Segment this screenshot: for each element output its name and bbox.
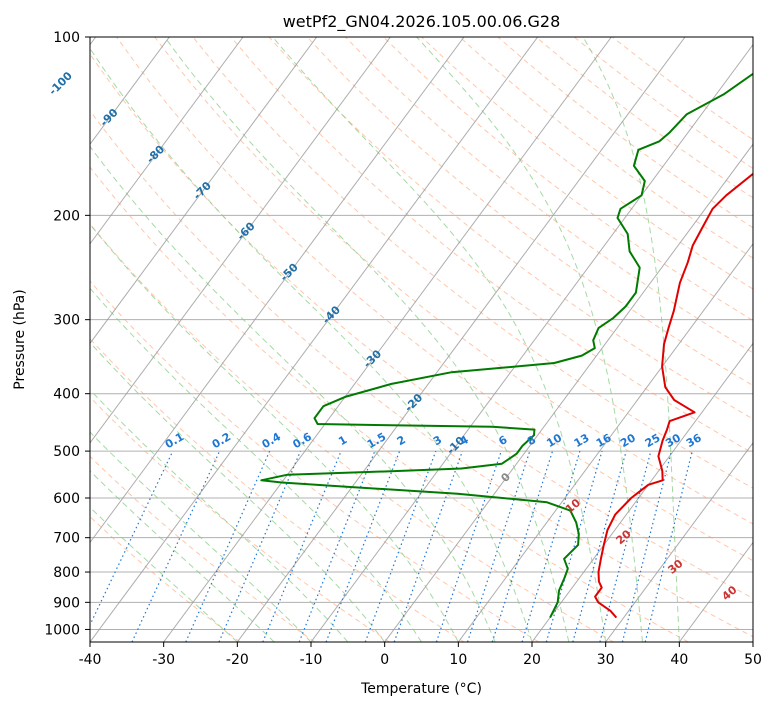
dewpoint-line — [260, 72, 753, 619]
y-tick-label: 600 — [53, 491, 80, 507]
moist-adiabat-line — [272, 37, 607, 642]
moist-adiabat-line — [90, 389, 349, 642]
x-tick-label: 50 — [744, 652, 762, 668]
x-tick-label: 10 — [449, 652, 467, 668]
dry-adiabat-line — [90, 53, 753, 599]
dry-adiabat-line — [90, 338, 465, 642]
y-tick-label: 100 — [53, 30, 80, 46]
temperature-line — [594, 172, 753, 619]
mixing-ratio-line — [218, 450, 302, 642]
mixing-ratio-line — [621, 450, 672, 642]
x-tick-label: -20 — [226, 652, 249, 668]
x-axis-label: Temperature (°C) — [360, 681, 482, 697]
sounding-curves — [260, 72, 753, 619]
moist-adiabat-line — [582, 37, 680, 642]
isotherm-line — [90, 37, 465, 544]
mixing-ratio-line — [185, 450, 271, 642]
mixing-ratio-line — [90, 450, 174, 627]
y-tick-label: 700 — [53, 531, 80, 547]
x-tick-label: -40 — [79, 652, 102, 668]
x-axis: -40 -30 -20 -10 0 10 20 30 40 50 — [79, 642, 762, 668]
isotherm-line — [90, 37, 170, 146]
isotherm-line — [457, 242, 753, 642]
x-tick-label: -30 — [152, 652, 175, 668]
y-axis-label: Pressure (hPa) — [12, 289, 28, 389]
moist-adiabat-line — [90, 287, 422, 642]
isotherm-line — [163, 37, 612, 642]
mixing-ratio-line — [521, 450, 581, 642]
plot-frame — [89, 36, 754, 643]
mixing-ratio-line — [466, 450, 531, 642]
y-tick-label: 800 — [53, 565, 80, 581]
dry-adiabat-line — [90, 166, 689, 642]
y-tick-label: 200 — [53, 208, 80, 224]
isotherm-line — [90, 37, 539, 642]
dry-adiabat-line — [154, 37, 753, 525]
dry-adiabat-line — [383, 37, 753, 322]
x-tick-label: 30 — [597, 652, 615, 668]
mixing-ratio-line — [262, 450, 342, 642]
mixing-ratio-line — [298, 450, 376, 642]
y-tick-label: 500 — [53, 444, 80, 460]
y-tick-label: 1000 — [44, 622, 80, 638]
dry-adiabat-line — [230, 37, 753, 454]
background-lines — [90, 37, 753, 642]
y-tick-label: 300 — [53, 313, 80, 329]
moist-adiabat-line — [90, 470, 275, 642]
y-axis: 100 200 300 400 500 600 700 800 900 1000 — [44, 30, 90, 638]
mixing-ratio-line — [545, 450, 603, 642]
moist-adiabat-line — [90, 47, 533, 642]
y-tick-label: 400 — [53, 387, 80, 403]
isotherm-line — [531, 342, 753, 642]
dry-adiabat-line — [306, 37, 753, 387]
isotherm-line — [90, 37, 318, 345]
isotherm-line — [605, 442, 753, 642]
x-tick-label: 0 — [380, 652, 389, 668]
x-tick-label: 20 — [523, 652, 541, 668]
dry-adiabat-line — [90, 396, 390, 642]
isotherm-line — [236, 37, 686, 642]
isotherm-line — [310, 43, 753, 642]
isotherm-line — [90, 37, 391, 444]
isotherm-line — [384, 143, 753, 642]
isotherm-line — [90, 37, 244, 245]
moist-adiabat-line — [90, 506, 238, 642]
mixing-ratio-line — [644, 450, 693, 642]
dry-adiabat-line — [90, 455, 315, 642]
dry-adiabat-line — [90, 223, 614, 642]
dry-adiabat-line — [192, 37, 753, 489]
x-tick-label: 40 — [670, 652, 688, 668]
mixing-ratio-line — [491, 450, 554, 642]
x-tick-label: -10 — [300, 652, 323, 668]
y-tick-label: 900 — [53, 595, 80, 611]
dry-adiabat-line — [116, 37, 753, 562]
chart-title: wetPf2_GN04.2026.105.00.06.G28 — [283, 12, 561, 32]
moist-adiabat-line — [90, 341, 386, 642]
moist-adiabat-line — [416, 37, 643, 642]
mixing-ratio-line — [572, 450, 627, 642]
